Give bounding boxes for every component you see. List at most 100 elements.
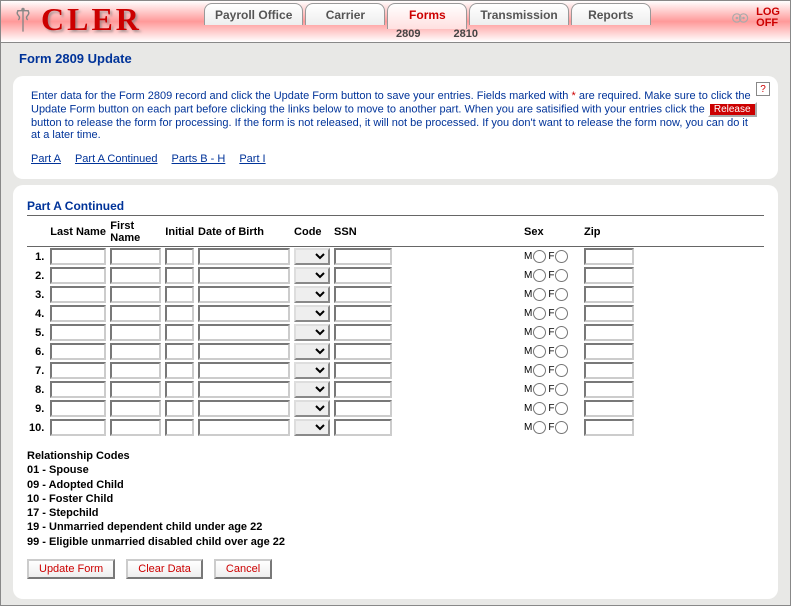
zip-input[interactable] [584,400,634,417]
sex-f-radio[interactable] [555,288,568,301]
sex-m-radio[interactable] [533,288,546,301]
update-form-button[interactable]: Update Form [27,559,115,579]
ssn-input[interactable] [334,248,392,265]
lastname-input[interactable] [50,267,106,284]
tab-reports[interactable]: Reports [571,3,651,25]
lastname-input[interactable] [50,305,106,322]
firstname-input[interactable] [110,400,161,417]
zip-input[interactable] [584,248,634,265]
firstname-input[interactable] [110,267,161,284]
zip-input[interactable] [584,305,634,322]
firstname-input[interactable] [110,381,161,398]
dob-input[interactable] [198,381,290,398]
firstname-input[interactable] [110,362,161,379]
firstname-input[interactable] [110,419,161,436]
zip-input[interactable] [584,419,634,436]
lastname-input[interactable] [50,400,106,417]
tab-forms[interactable]: Forms [387,3,467,29]
dob-input[interactable] [198,362,290,379]
sex-m-radio[interactable] [533,250,546,263]
sex-f-radio[interactable] [555,326,568,339]
initial-input[interactable] [165,305,194,322]
initial-input[interactable] [165,324,194,341]
tab-transmission[interactable]: Transmission [469,3,568,25]
lastname-input[interactable] [50,419,106,436]
sex-f-radio[interactable] [555,421,568,434]
sex-f-radio[interactable] [555,307,568,320]
ssn-input[interactable] [334,419,392,436]
zip-input[interactable] [584,324,634,341]
lastname-input[interactable] [50,324,106,341]
initial-input[interactable] [165,362,194,379]
dob-input[interactable] [198,419,290,436]
dob-input[interactable] [198,324,290,341]
lastname-input[interactable] [50,381,106,398]
help-icon[interactable]: ? [756,82,770,96]
initial-input[interactable] [165,381,194,398]
sex-f-radio[interactable] [555,345,568,358]
dob-input[interactable] [198,286,290,303]
code-select[interactable] [294,343,330,360]
initial-input[interactable] [165,248,194,265]
lastname-input[interactable] [50,343,106,360]
subtab-2810[interactable]: 2810 [454,28,478,40]
initial-input[interactable] [165,419,194,436]
firstname-input[interactable] [110,248,161,265]
zip-input[interactable] [584,267,634,284]
code-select[interactable] [294,286,330,303]
firstname-input[interactable] [110,343,161,360]
sex-f-radio[interactable] [555,269,568,282]
sex-m-radio[interactable] [533,364,546,377]
subtab-2809[interactable]: 2809 [396,28,420,40]
firstname-input[interactable] [110,305,161,322]
ssn-input[interactable] [334,343,392,360]
code-select[interactable] [294,419,330,436]
code-select[interactable] [294,267,330,284]
ssn-input[interactable] [334,286,392,303]
code-select[interactable] [294,248,330,265]
release-button-inline[interactable]: Release [708,102,757,117]
ssn-input[interactable] [334,381,392,398]
dob-input[interactable] [198,400,290,417]
dob-input[interactable] [198,267,290,284]
sex-m-radio[interactable] [533,402,546,415]
ssn-input[interactable] [334,362,392,379]
initial-input[interactable] [165,286,194,303]
code-select[interactable] [294,400,330,417]
zip-input[interactable] [584,343,634,360]
lastname-input[interactable] [50,286,106,303]
code-select[interactable] [294,305,330,322]
zip-input[interactable] [584,286,634,303]
sex-m-radio[interactable] [533,345,546,358]
sex-m-radio[interactable] [533,383,546,396]
dob-input[interactable] [198,343,290,360]
sex-m-radio[interactable] [533,326,546,339]
sex-m-radio[interactable] [533,421,546,434]
part-link-part-i[interactable]: Part I [239,153,265,165]
initial-input[interactable] [165,343,194,360]
tab-payroll-office[interactable]: Payroll Office [204,3,303,25]
firstname-input[interactable] [110,286,161,303]
part-link-parts-b---h[interactable]: Parts B - H [172,153,226,165]
code-select[interactable] [294,381,330,398]
sex-f-radio[interactable] [555,364,568,377]
tab-carrier[interactable]: Carrier [305,3,385,25]
sex-f-radio[interactable] [555,383,568,396]
clear-data-button[interactable]: Clear Data [126,559,203,579]
sex-f-radio[interactable] [555,402,568,415]
dob-input[interactable] [198,305,290,322]
logoff-button[interactable]: LOG OFF [731,7,780,29]
sex-m-radio[interactable] [533,269,546,282]
sex-m-radio[interactable] [533,307,546,320]
ssn-input[interactable] [334,267,392,284]
code-select[interactable] [294,362,330,379]
initial-input[interactable] [165,400,194,417]
lastname-input[interactable] [50,362,106,379]
ssn-input[interactable] [334,324,392,341]
lastname-input[interactable] [50,248,106,265]
dob-input[interactable] [198,248,290,265]
initial-input[interactable] [165,267,194,284]
zip-input[interactable] [584,362,634,379]
cancel-button[interactable]: Cancel [214,559,272,579]
ssn-input[interactable] [334,400,392,417]
